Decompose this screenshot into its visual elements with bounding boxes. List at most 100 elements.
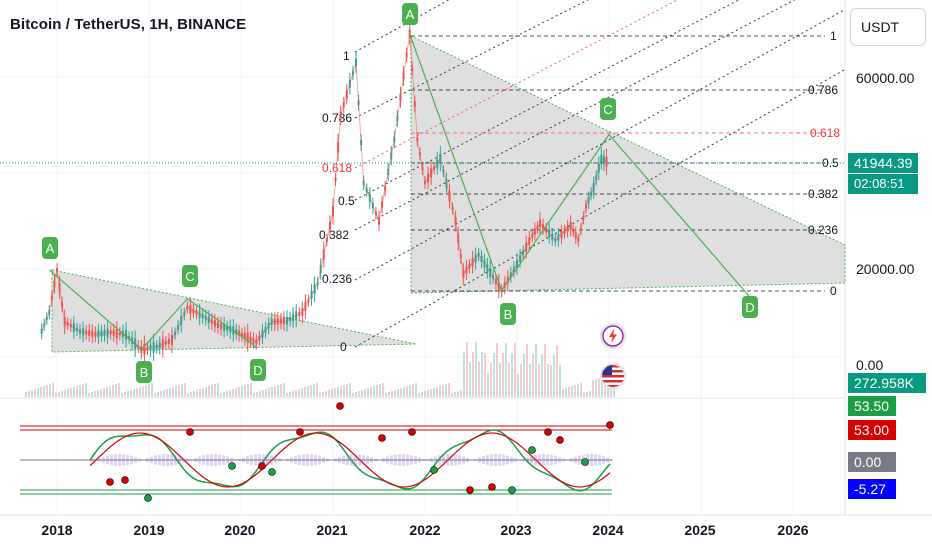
volume-bar	[385, 393, 387, 397]
volume-bar	[544, 344, 546, 397]
volume-bar	[340, 386, 342, 397]
volume-bar	[469, 362, 471, 397]
price-tick-label: 0.00	[856, 357, 884, 373]
volume-bar	[349, 383, 351, 397]
time-tick-label: 2020	[224, 522, 256, 538]
oscillator-histogram-bar	[122, 454, 125, 466]
volume-bar	[46, 385, 48, 397]
oscillator-histogram-bar	[606, 457, 609, 463]
time-tick-label: 2018	[41, 522, 73, 538]
volume-bar	[250, 383, 252, 397]
oscillator-slow-line	[89, 432, 611, 488]
oscillator-cross-dot	[466, 486, 474, 494]
oscillator-histogram-bar	[114, 454, 117, 466]
volume-bar	[466, 342, 468, 397]
volume-bar	[124, 392, 126, 397]
oscillator-histogram-bar	[506, 455, 509, 465]
oscillator-histogram-bar	[206, 454, 209, 466]
oscillator-histogram-bar	[230, 457, 233, 463]
oscillator-cross-dot	[186, 428, 194, 436]
volume-bar	[28, 391, 30, 397]
oscillator-histogram-bar	[162, 454, 165, 466]
current-price-tag: 41944.39	[848, 153, 918, 173]
pattern-point-badge	[402, 3, 418, 25]
oscillator-cross-dot	[408, 428, 416, 436]
volume-bar	[394, 390, 396, 397]
oscillator-histogram-bar	[186, 459, 189, 461]
volume-bar	[259, 391, 261, 397]
volume-bar	[376, 385, 378, 397]
us-flag-icon[interactable]	[600, 363, 626, 389]
volume-bar	[553, 355, 555, 397]
oscillator-histogram-bar	[242, 457, 245, 463]
lightning-icon[interactable]	[600, 323, 626, 349]
oscillator-histogram-bar	[370, 457, 373, 463]
oscillator-histogram-bar	[514, 458, 517, 462]
volume-bar	[586, 392, 588, 397]
oscillator-histogram-bar	[602, 456, 605, 464]
volume-bar	[424, 391, 426, 397]
price-tick-label: 60000.00	[856, 70, 915, 86]
volume-bar	[409, 385, 411, 397]
time-tick-label: 2021	[316, 522, 348, 538]
oscillator-histogram-bar	[222, 455, 225, 465]
oscillator-histogram-bar	[542, 454, 545, 466]
oscillator-histogram-bar	[286, 458, 289, 462]
oscillator-cross-dot	[378, 434, 386, 442]
large-triangle-area	[410, 35, 846, 294]
volume-bar	[574, 385, 576, 397]
volume-bar	[256, 392, 258, 397]
volume-bar	[328, 390, 330, 397]
volume-bar	[151, 383, 153, 397]
volume-bar	[589, 391, 591, 397]
oscillator-histogram-bar	[350, 454, 353, 466]
volume-bar	[358, 391, 360, 397]
volume-bar	[64, 390, 66, 397]
oscillator-histogram-bar	[306, 454, 309, 466]
volume-bar	[202, 388, 204, 397]
volume-bar	[418, 393, 420, 397]
oscillator-histogram-bar	[298, 454, 301, 466]
volume-bar	[226, 391, 228, 397]
currency-button[interactable]: USDT	[850, 8, 926, 46]
oscillator-cross-dot	[488, 483, 496, 491]
volume-bar	[187, 393, 189, 397]
volume-bar	[304, 387, 306, 397]
volume-bar	[211, 385, 213, 397]
oscillator-histogram-bar	[434, 456, 437, 464]
oscillator-cross-dot	[268, 468, 276, 476]
volume-bar	[55, 393, 57, 397]
oscillator-cross-dot	[556, 436, 564, 444]
volume-bar	[598, 378, 600, 397]
volume-bar	[454, 392, 456, 397]
volume-bar	[334, 388, 336, 397]
volume-bar	[283, 383, 285, 397]
countdown-tag: 02:08:51	[848, 174, 918, 194]
volume-bar	[139, 387, 141, 397]
volume-bar	[520, 364, 522, 397]
oscillator-histogram-bar	[246, 456, 249, 464]
volume-bar	[238, 387, 240, 397]
volume-bar	[109, 386, 111, 397]
volume-bar	[451, 393, 453, 397]
volume-bar	[25, 392, 27, 397]
fib-channel-line	[354, 0, 679, 169]
fib-level-label: 1	[830, 29, 837, 43]
volume-bar	[166, 389, 168, 397]
volume-bar	[286, 393, 288, 397]
fib-level-label: 0	[830, 284, 837, 298]
volume-bar	[400, 388, 402, 397]
oscillator-histogram-bar	[418, 457, 421, 463]
oscillator-histogram-bar	[610, 458, 613, 462]
oscillator-histogram-bar	[490, 454, 493, 466]
volume-bar	[580, 383, 582, 397]
volume-bar	[481, 352, 483, 397]
volume-bar	[559, 365, 561, 397]
oscillator-histogram-bar	[382, 458, 385, 462]
oscillator-histogram-bar	[254, 454, 257, 466]
volume-bar	[571, 386, 573, 397]
volume-bar	[577, 384, 579, 397]
volume-bar	[97, 390, 99, 397]
